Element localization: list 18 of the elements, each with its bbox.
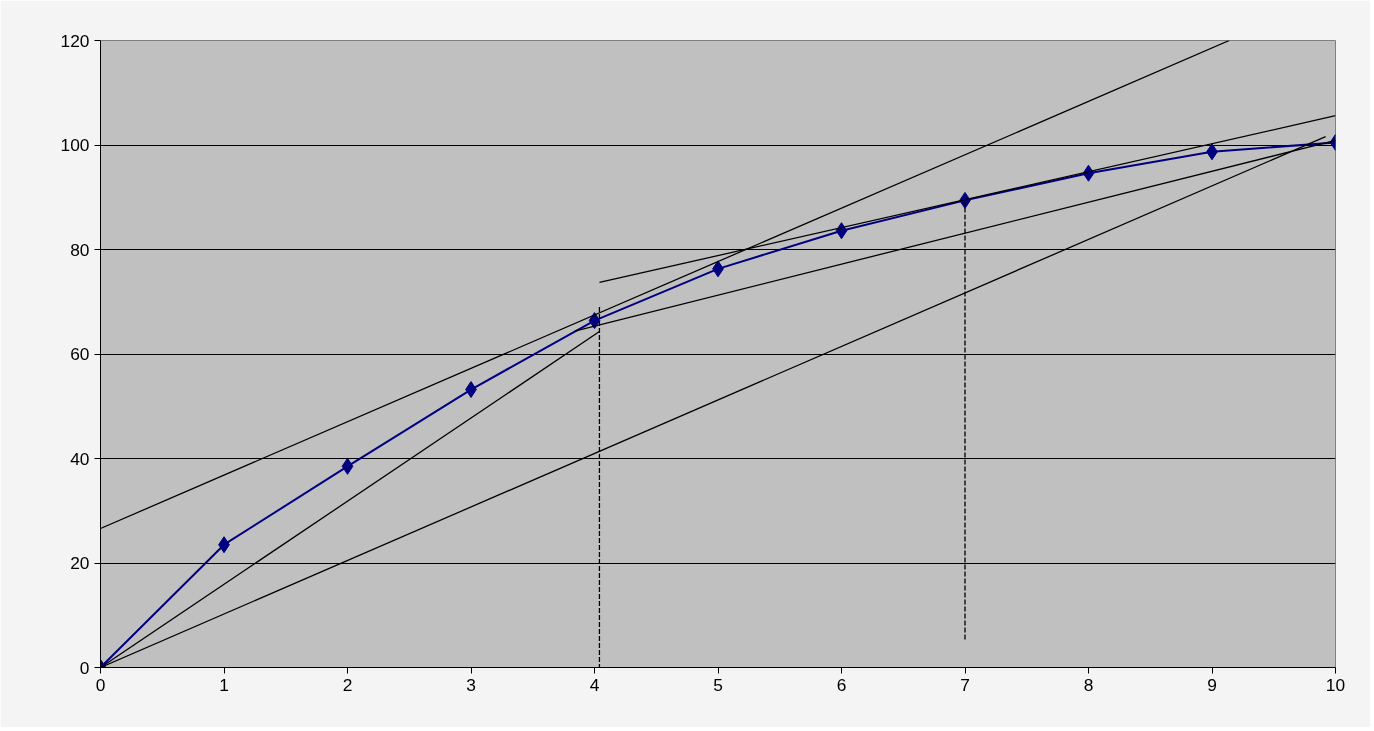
x-tick-label: 9 xyxy=(1207,674,1217,695)
y-tick-label: 60 xyxy=(70,344,90,364)
y-tick-label: 100 xyxy=(60,135,90,155)
x-tick-label: 3 xyxy=(466,674,476,695)
x-tick-label: 2 xyxy=(342,674,353,695)
x-tick-label: 4 xyxy=(589,674,600,695)
x-tick-label: 5 xyxy=(713,674,723,695)
x-tick-label: 7 xyxy=(960,674,970,695)
x-tick-label: 0 xyxy=(95,674,106,695)
y-tick-label: 80 xyxy=(70,239,90,260)
y-tick-label: 20 xyxy=(70,553,90,573)
x-tick-label: 1 xyxy=(219,674,229,695)
y-tick-label: 120 xyxy=(60,30,90,51)
x-tick-label: 8 xyxy=(1083,674,1094,695)
x-tick-label: 10 xyxy=(1325,674,1346,695)
y-tick-label: 40 xyxy=(70,448,90,469)
y-tick-label: 0 xyxy=(79,657,90,678)
x-tick-label: 6 xyxy=(836,674,847,695)
